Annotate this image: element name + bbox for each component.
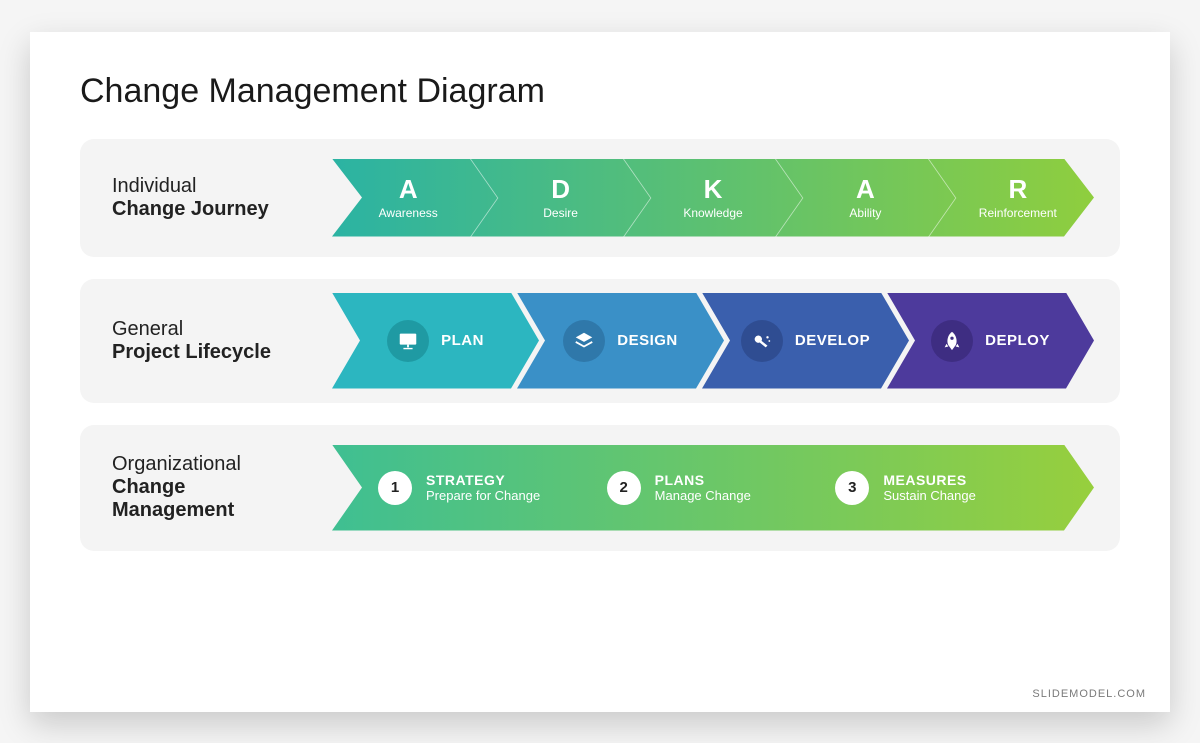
org-step-subtitle: Manage Change bbox=[655, 488, 751, 503]
adkar-step: A Ability bbox=[789, 159, 941, 237]
slide: Change Management Diagram Individual Cha… bbox=[30, 32, 1170, 712]
adkar-letter: K bbox=[704, 176, 723, 202]
lifecycle-step: PLAN bbox=[332, 293, 539, 389]
row3-label-line1: Organizational bbox=[112, 453, 332, 476]
lifecycle-step-label: DESIGN bbox=[617, 332, 678, 349]
adkar-items: A AwarenessD DesireK KnowledgeA AbilityR… bbox=[332, 159, 1094, 237]
org-step-title: STRATEGY bbox=[426, 472, 540, 488]
org-step-subtitle: Prepare for Change bbox=[426, 488, 540, 503]
layers-icon bbox=[563, 320, 605, 362]
lifecycle-step-label: PLAN bbox=[441, 332, 484, 349]
org-step-number: 2 bbox=[607, 471, 641, 505]
slide-title: Change Management Diagram bbox=[80, 72, 1120, 111]
org-step-title: MEASURES bbox=[883, 472, 976, 488]
row2-label-line1: General bbox=[112, 318, 332, 341]
org-step-subtitle: Sustain Change bbox=[883, 488, 976, 503]
org-step: 2 PLANS Manage Change bbox=[607, 445, 836, 531]
row-project-lifecycle: General Project Lifecycle PLAN DESIGN DE… bbox=[80, 279, 1120, 403]
adkar-word: Knowledge bbox=[683, 206, 742, 220]
row-individual-change-journey: Individual Change Journey A AwarenessD D… bbox=[80, 139, 1120, 257]
org-step-text: MEASURES Sustain Change bbox=[883, 472, 976, 503]
rocket-icon bbox=[931, 320, 973, 362]
adkar-letter: A bbox=[856, 176, 875, 202]
watermark: SLIDEMODEL.COM bbox=[1032, 688, 1146, 700]
row3-label: Organizational Change Management bbox=[112, 453, 332, 522]
row3-label-line3: Management bbox=[112, 499, 332, 522]
row2-label-line2: Project Lifecycle bbox=[112, 341, 332, 364]
adkar-word: Reinforcement bbox=[979, 206, 1057, 220]
row1-label: Individual Change Journey bbox=[112, 175, 332, 221]
adkar-step: D Desire bbox=[484, 159, 636, 237]
org-step: 3 MEASURES Sustain Change bbox=[835, 445, 1064, 531]
adkar-step: A Awareness bbox=[332, 159, 484, 237]
org-step-text: STRATEGY Prepare for Change bbox=[426, 472, 540, 503]
board-icon bbox=[387, 320, 429, 362]
lifecycle-arrow: PLAN DESIGN DEVELOP DEPLOY bbox=[332, 293, 1094, 389]
adkar-letter: R bbox=[1008, 176, 1027, 202]
adkar-word: Ability bbox=[849, 206, 881, 220]
adkar-letter: D bbox=[551, 176, 570, 202]
lifecycle-step: DEPLOY bbox=[887, 293, 1094, 389]
adkar-letter: A bbox=[399, 176, 418, 202]
adkar-word: Desire bbox=[543, 206, 578, 220]
row1-label-line1: Individual bbox=[112, 175, 332, 198]
org-step-title: PLANS bbox=[655, 472, 751, 488]
row2-label: General Project Lifecycle bbox=[112, 318, 332, 364]
row1-label-line2: Change Journey bbox=[112, 198, 332, 221]
org-step: 1 STRATEGY Prepare for Change bbox=[378, 445, 607, 531]
lifecycle-step-label: DEPLOY bbox=[985, 332, 1050, 349]
org-step-number: 3 bbox=[835, 471, 869, 505]
row-organizational-change: Organizational Change Management 1 STRAT… bbox=[80, 425, 1120, 551]
adkar-step: R Reinforcement bbox=[942, 159, 1094, 237]
water-icon bbox=[741, 320, 783, 362]
lifecycle-step: DESIGN bbox=[517, 293, 724, 389]
adkar-word: Awareness bbox=[379, 206, 438, 220]
org-arrow: 1 STRATEGY Prepare for Change 2 PLANS Ma… bbox=[332, 445, 1094, 531]
org-items: 1 STRATEGY Prepare for Change 2 PLANS Ma… bbox=[332, 445, 1094, 531]
adkar-arrow: A AwarenessD DesireK KnowledgeA AbilityR… bbox=[332, 159, 1094, 237]
lifecycle-step-label: DEVELOP bbox=[795, 332, 870, 349]
org-step-text: PLANS Manage Change bbox=[655, 472, 751, 503]
row3-label-line2: Change bbox=[112, 476, 332, 499]
org-step-number: 1 bbox=[378, 471, 412, 505]
adkar-step: K Knowledge bbox=[637, 159, 789, 237]
lifecycle-step: DEVELOP bbox=[702, 293, 909, 389]
